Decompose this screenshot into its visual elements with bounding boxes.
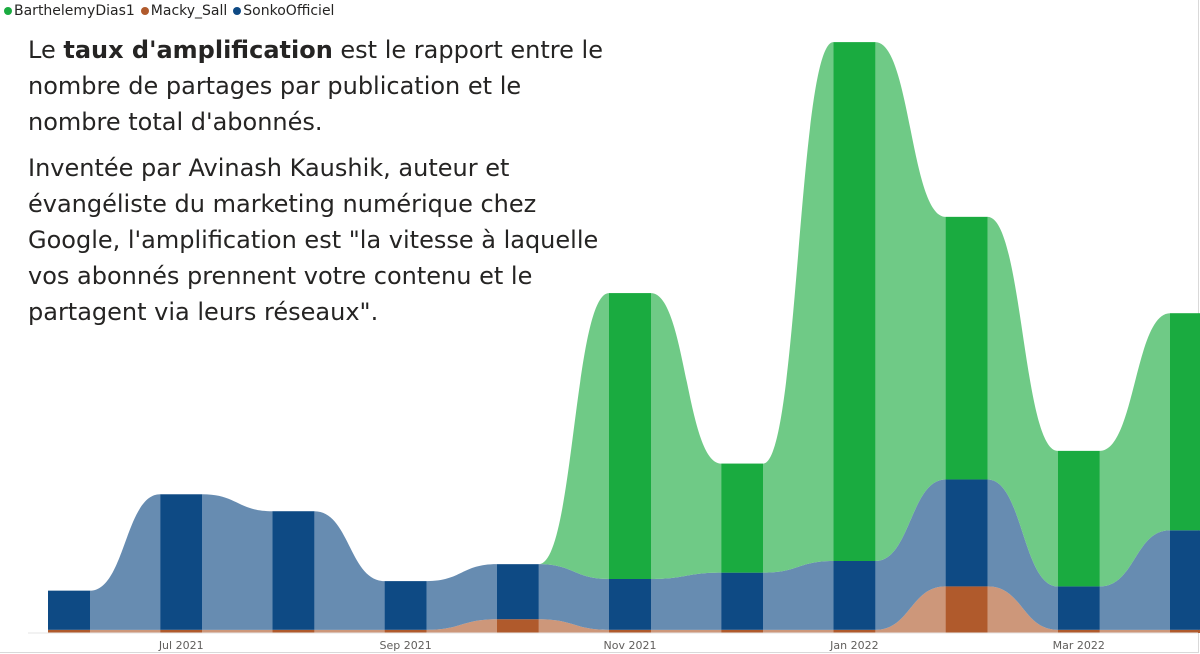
bar-sonkoofficiel[interactable] xyxy=(1170,530,1200,630)
ribbon-barthelemydias1 xyxy=(1099,313,1170,587)
legend-label: Macky_Sall xyxy=(150,3,228,19)
legend-label: BarthelemyDias1 xyxy=(14,3,135,19)
annotation-text: est le rapport entre le nombre de partag… xyxy=(28,36,603,136)
ribbon-macky-sall xyxy=(426,619,497,633)
bar-macky-sall[interactable] xyxy=(160,629,203,633)
ribbon-sonkoofficiel xyxy=(90,494,161,630)
legend-marker-icon xyxy=(140,7,149,15)
x-tick-label: Jan 2022 xyxy=(829,639,878,652)
ribbon-macky-sall xyxy=(987,586,1058,633)
bar-macky-sall[interactable] xyxy=(1170,629,1200,633)
x-tick-label: Mar 2022 xyxy=(1053,639,1105,652)
bar-sonkoofficiel[interactable] xyxy=(160,494,203,630)
ribbon-macky-sall xyxy=(763,629,834,633)
ribbon-barthelemydias1 xyxy=(538,293,609,579)
legend: BarthelemyDias1 Macky_Sall SonkoOfficiel xyxy=(4,1,336,21)
bar-barthelemydias1[interactable] xyxy=(609,293,651,579)
annotation-paragraph-definition: Le taux d'amplification est le rapport e… xyxy=(28,32,618,140)
legend-marker-icon xyxy=(4,7,12,15)
bar-macky-sall[interactable] xyxy=(496,619,539,633)
bar-barthelemydias1[interactable] xyxy=(1170,313,1200,531)
ribbon-sonkoofficiel xyxy=(426,564,497,630)
bar-barthelemydias1[interactable] xyxy=(721,463,764,573)
ribbon-macky-sall xyxy=(538,619,609,633)
legend-item-sonkoofficiel[interactable]: SonkoOfficiel xyxy=(233,3,334,19)
ribbon-sonkoofficiel xyxy=(202,494,273,630)
bar-macky-sall[interactable] xyxy=(833,629,876,633)
ribbon-barthelemydias1 xyxy=(987,216,1058,587)
ribbon-sonkoofficiel xyxy=(538,564,609,630)
ribbon-macky-sall xyxy=(875,586,946,633)
ribbon-barthelemydias1 xyxy=(875,42,946,561)
annotation-textbox: Le taux d'amplification est le rapport e… xyxy=(28,32,618,340)
ribbons-layer xyxy=(90,42,1170,633)
ribbon-barthelemydias1 xyxy=(651,293,722,579)
ribbon-macky-sall xyxy=(90,629,161,633)
ribbon-sonkoofficiel xyxy=(314,511,385,630)
ribbon-macky-sall xyxy=(202,629,273,633)
ribbon-sonkoofficiel xyxy=(1099,530,1170,630)
legend-item-barthelemydias1[interactable]: BarthelemyDias1 xyxy=(4,3,135,19)
ribbon-sonkoofficiel xyxy=(651,572,722,630)
bar-sonkoofficiel[interactable] xyxy=(721,572,764,630)
ribbon-sonkoofficiel xyxy=(875,479,946,630)
annotation-paragraph-origin: Inventée par Avinash Kaushik, auteur et … xyxy=(28,154,599,326)
bar-barthelemydias1[interactable] xyxy=(1057,450,1100,587)
bar-macky-sall[interactable] xyxy=(48,629,90,633)
ribbon-macky-sall xyxy=(651,629,722,633)
x-tick-label: Nov 2021 xyxy=(604,639,657,652)
bar-sonkoofficiel[interactable] xyxy=(1057,586,1100,630)
bar-macky-sall[interactable] xyxy=(272,629,315,633)
x-tick-label: Jul 2021 xyxy=(158,639,204,652)
bar-macky-sall[interactable] xyxy=(945,586,988,633)
bar-sonkoofficiel[interactable] xyxy=(945,479,988,587)
ribbon-sonkoofficiel xyxy=(763,560,834,630)
x-axis-ticks: Jul 2021 Sep 2021 Nov 2021 Jan 2022 Mar 2022 xyxy=(158,639,1105,652)
bar-sonkoofficiel[interactable] xyxy=(48,590,90,630)
annotation-term: taux d'amplification xyxy=(63,36,333,64)
bars-layer xyxy=(48,42,1200,633)
bar-sonkoofficiel[interactable] xyxy=(384,581,427,630)
bar-macky-sall[interactable] xyxy=(721,629,764,633)
ribbon-macky-sall xyxy=(1099,629,1170,633)
ribbon-barthelemydias1 xyxy=(763,42,834,573)
ribbon-macky-sall xyxy=(314,629,385,633)
ribbon-sonkoofficiel xyxy=(987,479,1058,630)
bar-barthelemydias1[interactable] xyxy=(833,42,876,561)
bar-barthelemydias1[interactable] xyxy=(945,216,988,480)
bar-sonkoofficiel[interactable] xyxy=(496,564,539,620)
annotation-text: Le xyxy=(28,36,64,64)
legend-item-macky-sall[interactable]: Macky_Sall xyxy=(140,3,228,19)
bar-macky-sall[interactable] xyxy=(609,629,651,633)
legend-label: SonkoOfficiel xyxy=(243,3,335,19)
bar-sonkoofficiel[interactable] xyxy=(272,511,315,630)
bar-macky-sall[interactable] xyxy=(1057,629,1100,633)
bar-sonkoofficiel[interactable] xyxy=(833,560,876,630)
x-tick-label: Sep 2021 xyxy=(379,639,431,652)
bar-sonkoofficiel[interactable] xyxy=(609,578,651,630)
bar-macky-sall[interactable] xyxy=(384,629,427,633)
legend-marker-icon xyxy=(233,7,242,15)
